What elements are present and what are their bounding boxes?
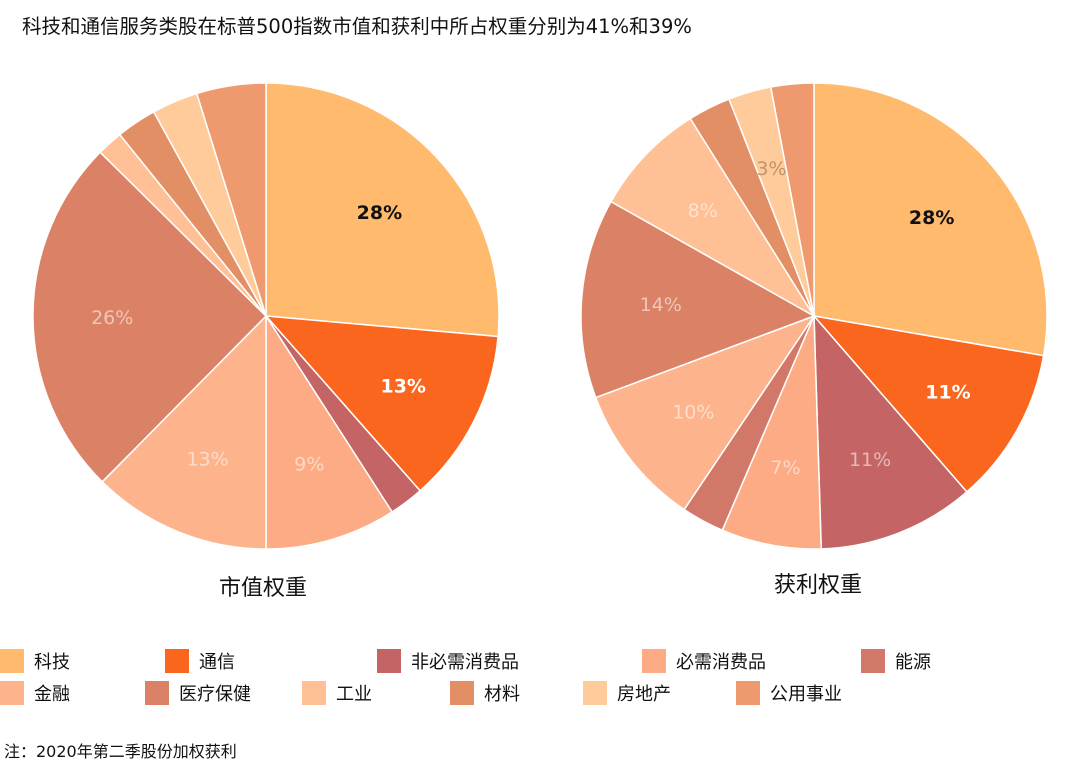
data-label-1-6: 14% [640,294,682,316]
pie-slice-1-0 [813,82,1048,357]
data-label-0-1: 13% [380,375,425,397]
pie-slice-1-10 [769,82,815,317]
pie-slice-1-2 [813,313,968,550]
legend-swatch [642,649,666,673]
legend-swatch [377,649,401,673]
legend-item: 必需消费品 [642,648,766,674]
legend-swatch [0,681,24,705]
pie-slice-1-5 [594,314,816,511]
legend-item: 非必需消费品 [377,648,519,674]
legend-swatch [302,681,326,705]
pie-slice-1-1 [812,314,1045,493]
data-label-1-1: 11% [925,382,970,404]
data-label-1-2: 11% [849,449,891,471]
pie-slice-0-1 [264,315,499,492]
data-label-0-3: 9% [294,454,324,476]
legend-swatch [583,681,607,705]
legend-label: 通信 [199,652,235,673]
legend-swatch [165,649,189,673]
legend-swatch [0,649,24,673]
pie-slice-1-7 [609,117,815,317]
legend-item: 通信 [165,648,235,674]
pie-slice-0-3 [265,313,394,550]
legend-swatch [736,681,760,705]
legend-item: 公用事业 [736,680,842,706]
legend-label: 公用事业 [770,684,842,705]
pie-slice-0-5 [101,314,267,550]
chart-title: 科技和通信服务类股在标普500指数市值和获利中所占权重分别为41%和39% [22,15,692,38]
legend-item: 能源 [861,648,931,674]
data-label-1-0: 28% [909,207,954,229]
legend-item: 金融 [0,680,70,706]
data-label-0-6: 26% [91,307,133,329]
data-label-0-5: 13% [186,448,228,470]
legend-swatch [145,681,169,705]
data-label-1-7: 8% [688,200,718,222]
legend-item: 材料 [450,680,520,706]
data-label-0-0: 28% [357,202,402,224]
legend-item: 房地产 [583,680,671,706]
legend-label: 房地产 [617,684,671,705]
pie-slice-0-6 [32,151,268,483]
data-label-1-5: 10% [672,401,714,423]
legend-label: 必需消费品 [676,652,766,673]
legend-item: 科技 [0,648,70,674]
legend-label: 医疗保健 [179,684,251,705]
legend-label: 工业 [336,684,372,705]
pie-slice-1-6 [580,200,816,399]
legend-label: 材料 [484,684,520,705]
legend-swatch [861,649,885,673]
legend-label: 金融 [34,684,70,705]
data-label-1-3: 7% [770,457,800,479]
legend-label: 能源 [895,652,931,673]
pie-title-earnings: 获利权重 [773,573,863,598]
pie-slice-0-0 [265,82,500,338]
pie-slice-0-10 [195,82,267,317]
legend-label: 科技 [34,652,70,673]
footnote: 注：2020年第二季股份加权获利 [4,742,237,761]
legend-swatch [450,681,474,705]
pie-title-market-cap: 市值权重 [218,576,308,601]
legend-item: 工业 [302,680,372,706]
legend-item: 医疗保健 [145,680,251,706]
data-label-1-9: 3% [756,158,786,180]
legend-label: 非必需消费品 [411,652,519,673]
